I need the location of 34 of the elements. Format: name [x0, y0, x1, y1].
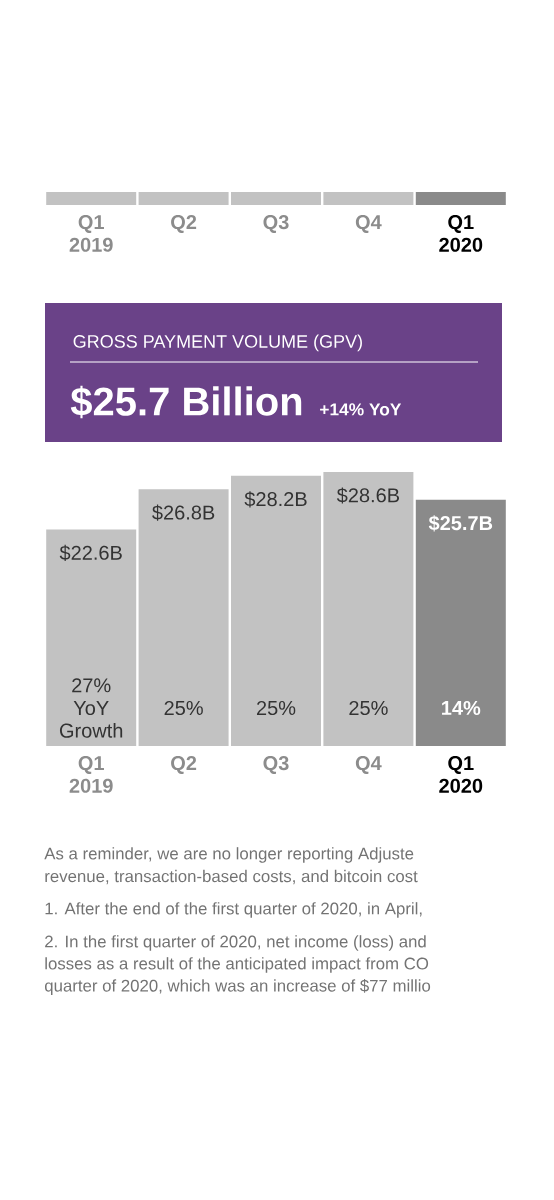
x-tick-label: Q1 2020 [439, 756, 483, 793]
data-label: $22.6B [59, 544, 122, 562]
chart-title: GROSS PAYMENT VOLUME (GPV) [73, 334, 362, 352]
text: As a reminder, we are no longer reporting Adjuste [44, 847, 414, 863]
data-label: $28.2B [244, 491, 307, 508]
x-tick-label: Q1 2020 [439, 215, 483, 252]
x-tick-label: Q2 [171, 215, 197, 233]
annotation: 25% [256, 700, 296, 716]
text: quarter of 2020, which was an increase of $77 millio [44, 979, 431, 995]
annotation: 25% [349, 700, 388, 716]
text: +14% YoY [320, 403, 402, 416]
x-tick-label: Q1 2019 [69, 756, 113, 793]
data-label: $26.8B [152, 504, 215, 521]
bar [138, 489, 229, 746]
bar [415, 499, 506, 746]
text: losses as a result of the anticipated impact from CO [45, 957, 429, 973]
annotation: 25% [164, 700, 203, 716]
bar [323, 472, 414, 746]
chart-subtitle: $25.7 Billion [70, 385, 302, 419]
data-label: $25.7B [428, 515, 493, 532]
x-tick-label: Q4 [355, 215, 382, 233]
bar [46, 529, 137, 746]
annotation: 27% YoY Growth [59, 678, 123, 738]
x-tick-label: Q3 [263, 756, 289, 774]
text: revenue, transaction-based costs, and bitcoin cost [45, 869, 418, 885]
x-tick-label: Q2 [171, 756, 197, 774]
text: 2. In the first quarter of 2020, net income (loss) and [45, 935, 426, 951]
data-label: $28.6B [336, 487, 400, 504]
annotation: 14% [442, 700, 481, 716]
bar [231, 475, 321, 746]
x-tick-label: Q1 2019 [69, 215, 113, 252]
x-tick-label: Q4 [355, 756, 382, 774]
x-tick-label: Q3 [263, 215, 289, 233]
text: 1. After the end of the first quarter of 2020, in April, [45, 902, 422, 918]
